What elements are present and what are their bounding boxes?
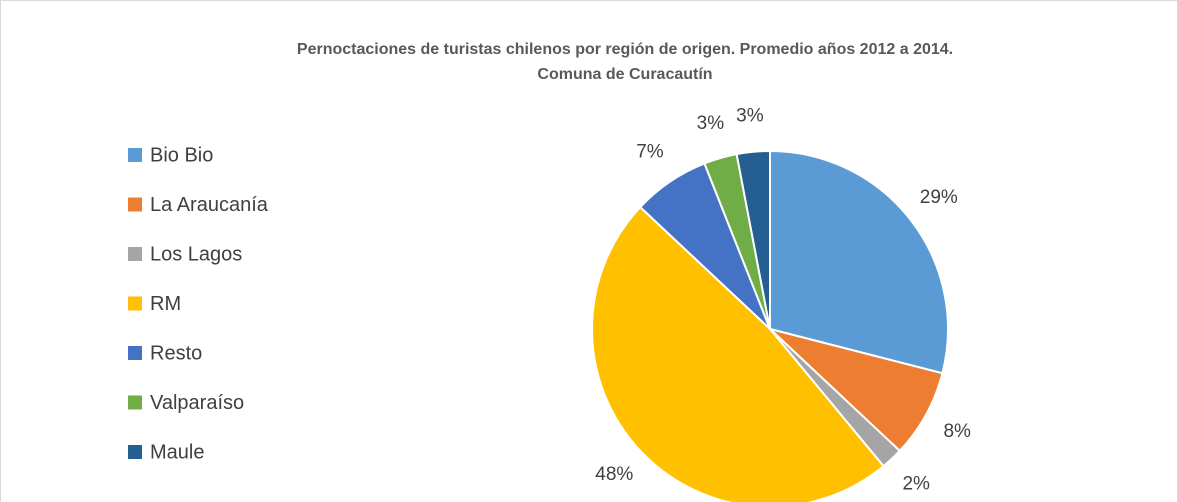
- legend-swatch: [128, 445, 142, 459]
- chart-title: Pernoctaciones de turistas chilenos por …: [297, 41, 953, 58]
- pie-slice: [769, 149, 949, 375]
- legend-swatch: [128, 395, 142, 410]
- data-label: 7%: [636, 141, 664, 162]
- legend-swatch: [128, 346, 142, 360]
- data-label: 3%: [736, 105, 764, 126]
- legend-swatch: [128, 197, 142, 212]
- data-label: 3%: [697, 113, 725, 134]
- data-label: 2%: [902, 474, 930, 495]
- legend-label: Resto: [150, 342, 202, 364]
- legend-swatch: [128, 148, 142, 162]
- data-label: 48%: [595, 464, 633, 485]
- legend-label: Maule: [150, 441, 204, 463]
- pie-slice: [769, 328, 944, 453]
- legend-label: La Araucanía: [150, 194, 269, 216]
- legend-label: Bio Bio: [150, 144, 213, 166]
- data-label: 8%: [943, 421, 971, 442]
- legend-label: RM: [150, 293, 181, 315]
- legend-label: Los Lagos: [150, 243, 242, 265]
- data-label: 29%: [920, 187, 958, 208]
- legend-swatch: [128, 247, 142, 261]
- pie-slice: [591, 205, 885, 502]
- pie-slice: [735, 149, 771, 330]
- chart-title: Comuna de Curacautín: [537, 66, 712, 83]
- legend-swatch: [128, 296, 142, 311]
- legend-label: Valparaíso: [150, 392, 244, 414]
